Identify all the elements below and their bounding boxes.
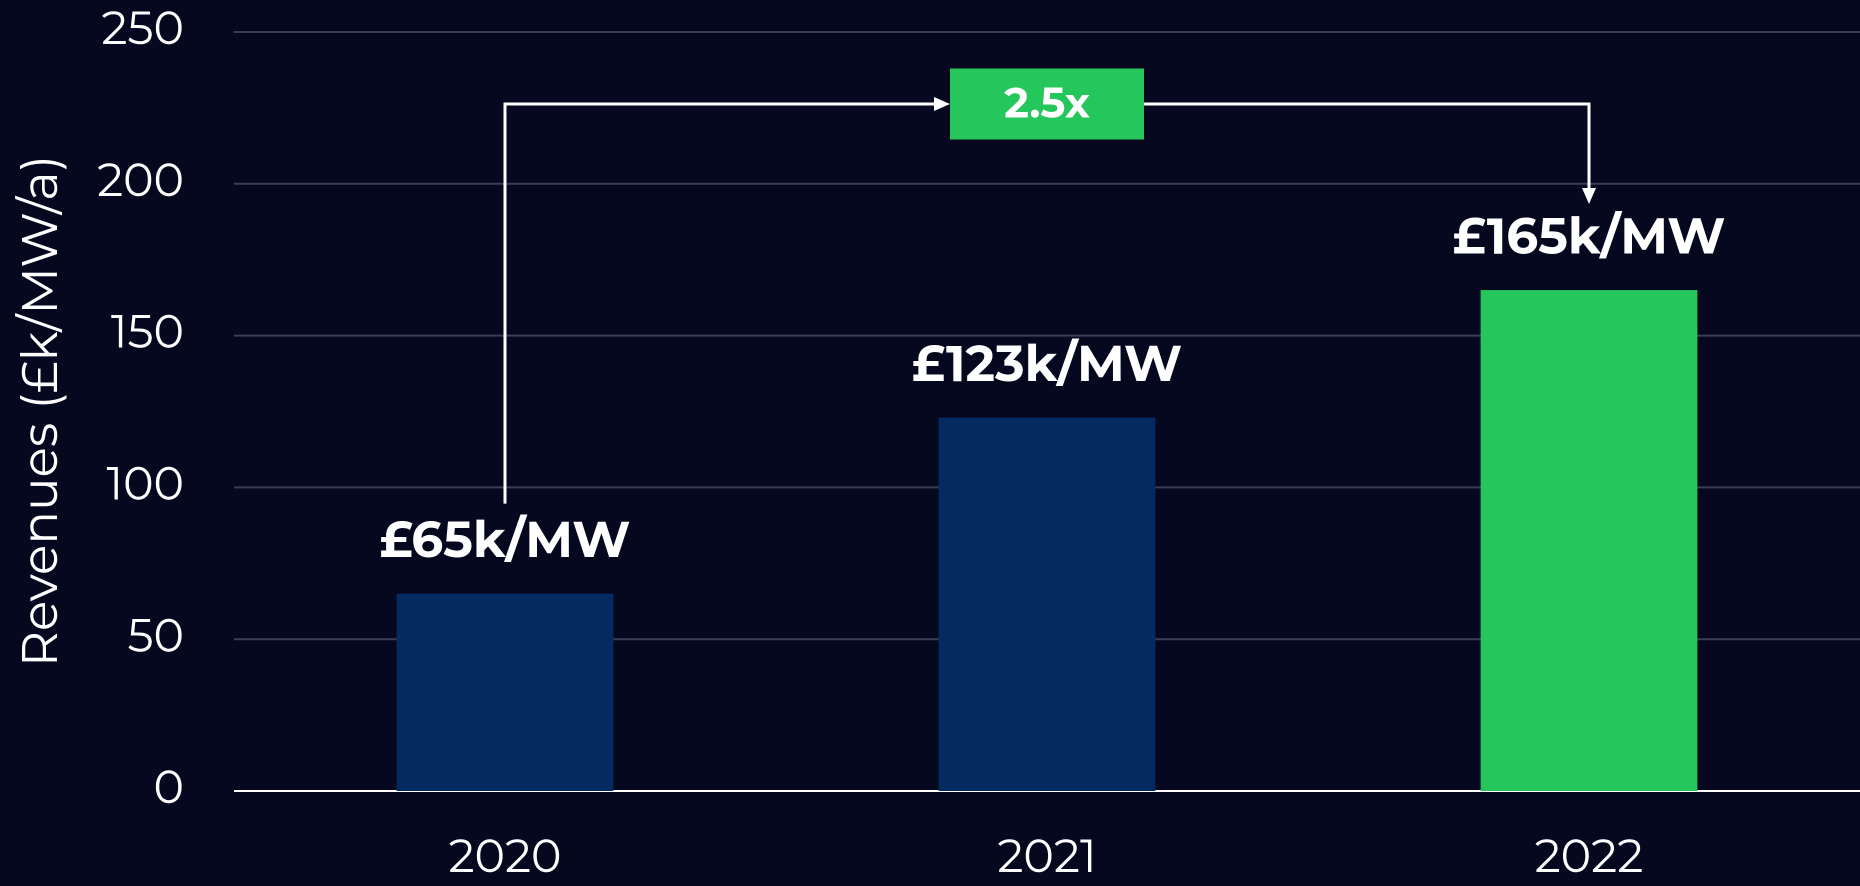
annotation-arrow: [1144, 102, 1591, 199]
x-tick-label: 2021: [997, 827, 1096, 884]
bar: [1480, 290, 1698, 791]
bar: [938, 417, 1156, 791]
annotation-label: 2.5x: [1004, 76, 1090, 128]
y-tick-label: 150: [111, 303, 184, 360]
value-label: £65k/MW: [380, 509, 631, 570]
y-tick-label: 0: [154, 758, 184, 815]
value-label: £123k/MW: [912, 333, 1182, 394]
y-tick-label: 100: [106, 454, 184, 511]
arrow-head: [1582, 188, 1596, 205]
y-tick-label: 200: [97, 151, 184, 208]
y-tick-label: 250: [101, 0, 184, 56]
bar: [396, 593, 614, 791]
annotation-box: [950, 68, 1144, 140]
annotation-arrow: [503, 102, 944, 504]
value-label: £165k/MW: [1453, 206, 1726, 267]
arrow-head: [934, 97, 950, 111]
y-axis-label: Revenues (£k/MW/a): [9, 155, 70, 667]
y-tick-label: 50: [128, 606, 185, 663]
x-tick-label: 2022: [1535, 827, 1644, 884]
x-tick-label: 2020: [449, 827, 562, 884]
